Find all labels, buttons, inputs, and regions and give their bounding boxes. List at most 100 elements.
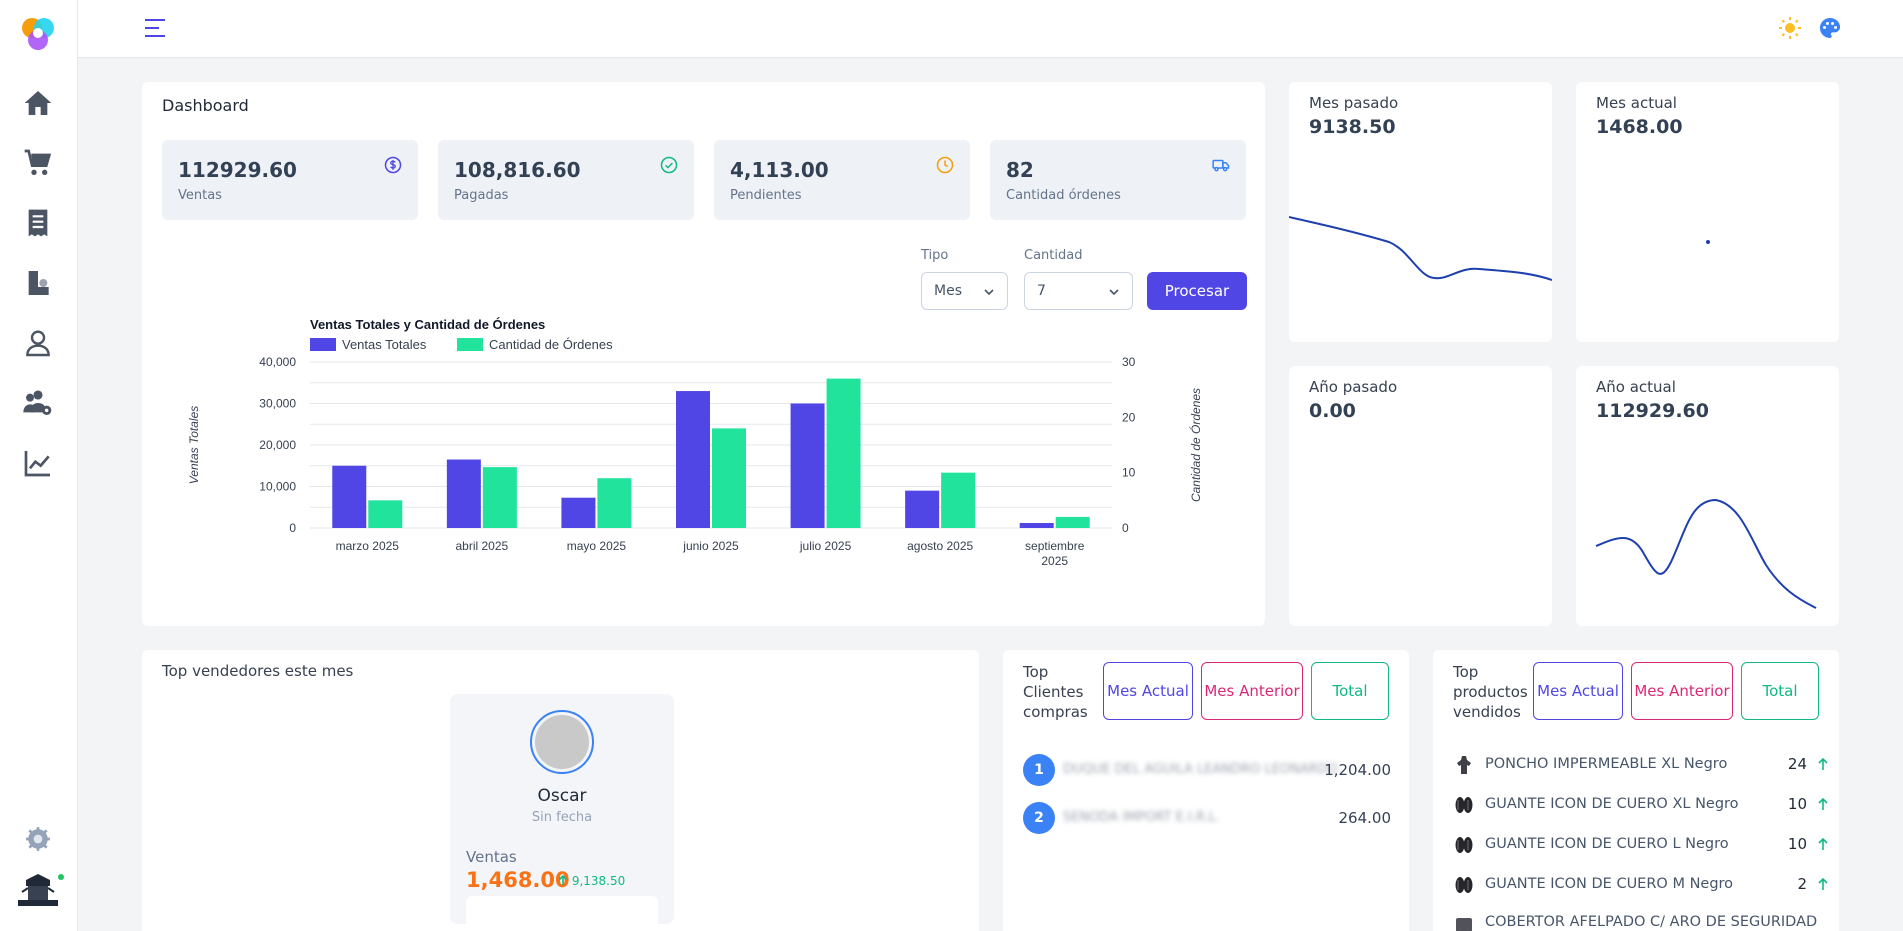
arrow-up-icon	[1818, 797, 1828, 810]
x-tick-label: septiembre	[1025, 539, 1085, 553]
palette-icon[interactable]	[1818, 16, 1842, 40]
products-mes-actual-button[interactable]: Mes Actual	[1533, 662, 1623, 720]
bar-cantidad-ordenes	[482, 467, 517, 528]
menu-toggle-icon[interactable]	[142, 16, 168, 40]
y2-tick-label: 10	[1122, 466, 1136, 480]
bar-ventas-totales	[332, 465, 367, 528]
bar-ventas-totales	[446, 459, 481, 528]
stat-label: Pendientes	[730, 188, 802, 203]
product-row[interactable]: GUANTE ICON DE CUERO L Negro 10	[1453, 832, 1833, 858]
arrow-up-icon	[558, 874, 568, 885]
mini-card-title: Mes pasado	[1309, 94, 1399, 112]
x-tick-label: agosto 2025	[907, 539, 973, 553]
stat-ordenes: 82 Cantidad órdenes	[990, 140, 1246, 220]
nav-users[interactable]	[21, 386, 55, 420]
x-tick-label: julio 2025	[799, 539, 852, 553]
y2-tick-label: 30	[1122, 355, 1136, 369]
home-icon	[24, 91, 52, 115]
product-row[interactable]: GUANTE ICON DE CUERO XL Negro 10	[1453, 792, 1833, 818]
stat-value: 108,816.60	[454, 158, 581, 182]
chevron-down-icon	[984, 289, 994, 296]
bar-cantidad-ordenes	[941, 472, 976, 528]
online-status-dot	[56, 872, 66, 882]
product-name: PONCHO IMPERMEABLE XL Negro	[1485, 756, 1728, 772]
nav-home[interactable]	[21, 86, 55, 120]
y2-axis-label: Cantidad de Órdenes	[1188, 388, 1203, 502]
nav-products[interactable]	[21, 266, 55, 300]
chart-line-icon	[24, 451, 50, 477]
cantidad-select[interactable]: 7	[1024, 272, 1133, 310]
clients-mes-actual-button[interactable]: Mes Actual	[1103, 662, 1193, 720]
client-rank: 2	[1023, 802, 1055, 834]
user-avatar[interactable]	[12, 872, 66, 912]
settings-icon[interactable]	[25, 826, 51, 852]
procesar-button[interactable]: Procesar	[1147, 272, 1247, 310]
product-row[interactable]: GUANTE ICON DE CUERO M Negro 2	[1453, 872, 1833, 898]
stat-label: Pagadas	[454, 188, 509, 203]
glove-icon	[1455, 837, 1473, 853]
dashboard-card: Dashboard 112929.60 Ventas 108,816.60 Pa…	[142, 82, 1265, 626]
sun-icon[interactable]	[1778, 16, 1802, 40]
clients-mes-anterior-button[interactable]: Mes Anterior	[1201, 662, 1303, 720]
mini-card-ano-pasado: Año pasado 0.00	[1289, 366, 1552, 626]
nav-reports[interactable]	[21, 446, 55, 480]
top-clients-title: Top Clientes compras	[1023, 663, 1088, 721]
product-name: GUANTE ICON DE CUERO L Negro	[1485, 836, 1729, 852]
x-tick-label: marzo 2025	[336, 539, 400, 553]
product-name: GUANTE ICON DE CUERO XL Negro	[1485, 796, 1739, 812]
y-tick-label: 0	[289, 521, 296, 535]
company-logo	[18, 874, 58, 906]
bar-cantidad-ordenes	[712, 428, 746, 528]
topbar	[78, 0, 1903, 58]
app-logo[interactable]	[18, 14, 58, 54]
product-row[interactable]: COBERTOR AFELPADO C/ ARO DE SEGURIDAD	[1453, 910, 1833, 931]
client-row[interactable]: 2 SENODA IMPORT E.I.R.L. 264.00	[1023, 802, 1391, 834]
mini-card-title: Año actual	[1596, 378, 1676, 396]
legend-swatch	[310, 338, 336, 351]
tipo-select-value: Mes	[934, 283, 962, 299]
mini-card-mes-pasado: Mes pasado 9138.50	[1289, 82, 1552, 342]
seller-name: Oscar	[537, 786, 587, 806]
glove-icon	[1455, 797, 1473, 813]
mini-card-title: Año pasado	[1309, 378, 1398, 396]
client-row[interactable]: 1 DUQUE DEL AGUILA LEANDRO LEONARDO 1,20…	[1023, 754, 1391, 786]
truck-icon	[1212, 159, 1230, 172]
product-row[interactable]: PONCHO IMPERMEABLE XL Negro 24	[1453, 752, 1833, 778]
seller-card[interactable]: Oscar Sin fecha Ventas 1,468.00 9,138.50	[450, 694, 674, 931]
top-clients-card: Top Clientes compras Mes Actual Mes Ante…	[1003, 650, 1409, 931]
cart-icon	[24, 149, 52, 175]
x-tick-label: junio 2025	[682, 539, 739, 553]
mini-card-title: Mes actual	[1596, 94, 1677, 112]
top-sellers-title: Top vendedores este mes	[162, 662, 354, 680]
mini-card-value: 9138.50	[1309, 116, 1396, 138]
products-total-button[interactable]: Total	[1741, 662, 1819, 720]
user-icon	[26, 330, 50, 357]
tipo-select[interactable]: Mes	[921, 272, 1008, 310]
tipo-label: Tipo	[921, 248, 949, 263]
bar-ventas-totales	[676, 391, 710, 528]
stat-value: 112929.60	[178, 158, 297, 182]
cantidad-label: Cantidad	[1024, 248, 1083, 263]
nav-customers[interactable]	[21, 326, 55, 360]
arrow-up-icon	[1818, 877, 1828, 890]
check-circle-icon	[660, 156, 678, 174]
sales-orders-chart: 0 10,000 20,000 30,000 40,000 0 10 20 30 Ventas T…	[187, 317, 1203, 568]
mini-card-value: 1468.00	[1596, 116, 1683, 138]
mini-card-value: 0.00	[1309, 400, 1356, 422]
glove-icon	[1455, 877, 1473, 893]
clients-total-button[interactable]: Total	[1311, 662, 1389, 720]
seller-date: Sin fecha	[531, 810, 593, 825]
mini-card-mes-actual: Mes actual 1468.00	[1576, 82, 1839, 342]
nav-orders[interactable]	[21, 206, 55, 240]
bar-ventas-totales	[1019, 523, 1054, 528]
y-tick-label: 40,000	[259, 355, 296, 369]
product-qty: 10	[1787, 795, 1807, 813]
sparkline	[1706, 240, 1710, 244]
nav-cart[interactable]	[21, 146, 55, 180]
clock-icon	[936, 156, 954, 174]
poncho-icon	[1457, 756, 1471, 774]
arrow-up-icon	[1818, 757, 1828, 770]
sparkline	[1595, 498, 1817, 609]
products-mes-anterior-button[interactable]: Mes Anterior	[1631, 662, 1733, 720]
stat-value: 82	[1006, 158, 1034, 182]
